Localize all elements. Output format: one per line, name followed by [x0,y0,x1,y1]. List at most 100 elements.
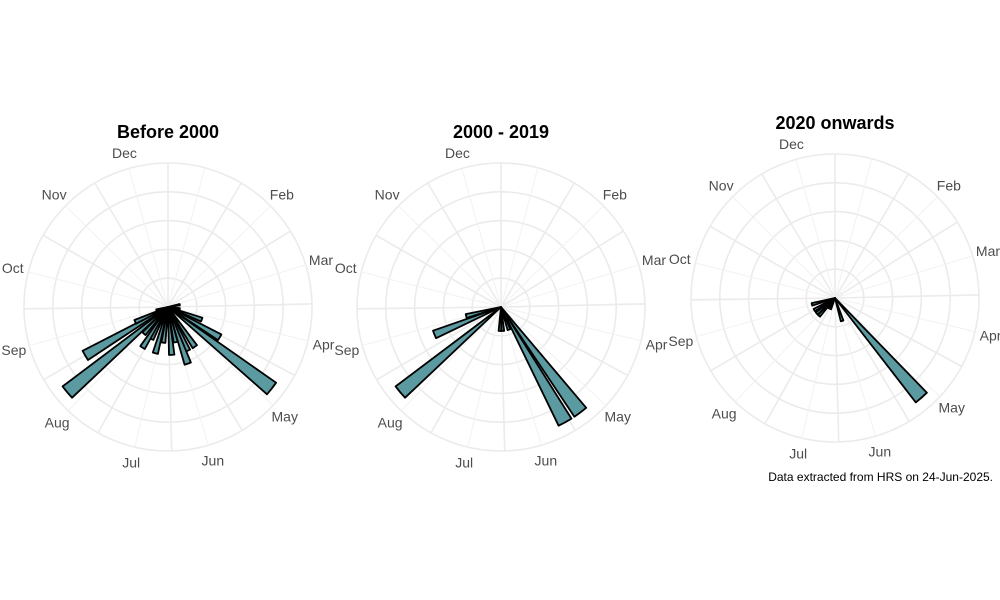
bar-4 [497,306,503,332]
month-label-dec: Dec [779,136,804,152]
month-label-oct: Oct [335,260,357,276]
bar-6 [812,297,836,313]
month-label-may: May [605,408,631,424]
bar-8 [167,306,179,344]
data-source-caption: Data extracted from HRS on 24-Jun-2025. [768,470,993,484]
grid-spoke [691,297,836,301]
grid-spoke [430,306,502,434]
grid-spoke [834,294,979,299]
month-label-jun: Jun [202,453,225,469]
bar-0 [500,306,588,418]
grid-spoke-minor [361,271,502,308]
bar-18 [155,306,169,312]
grid-spoke [94,182,169,308]
grid-spoke [834,297,840,442]
grid-spoke-minor [128,168,169,308]
grid-spoke [24,306,169,310]
grid-spoke-minor [500,264,639,308]
grid-spoke-minor [834,297,941,397]
bar-6 [432,306,502,340]
grid-spoke [834,173,909,299]
month-label-mar: Mar [642,252,666,268]
panel-title: 2020 onwards [775,113,894,133]
month-label-may: May [272,408,298,424]
month-label-feb: Feb [270,187,294,203]
month-label-apr: Apr [313,337,335,353]
month-label-aug: Aug [712,405,737,421]
grid-spoke-minor [500,306,607,406]
month-label-nov: Nov [709,178,734,194]
month-label-may: May [939,399,965,415]
grid-spoke [500,230,624,308]
grid-spoke [167,303,312,308]
grid-spoke [42,234,169,308]
month-label-jun: Jun [535,453,558,469]
grid-spoke-minor [461,168,502,308]
bar-15 [61,306,169,399]
month-label-nov: Nov [42,187,67,203]
month-label-nov: Nov [375,187,400,203]
bar-7 [167,306,192,366]
month-label-dec: Dec [112,145,137,161]
grid-spoke-minor [801,297,836,439]
month-label-sep: Sep [334,342,359,358]
bar-1 [834,297,845,323]
month-label-feb: Feb [603,187,627,203]
grid-spoke [500,303,645,308]
grid-spoke-minor [695,262,836,299]
grid-spoke-minor [834,196,938,299]
grid-spoke-minor [167,264,306,308]
bar-0 [834,297,928,404]
month-label-apr: Apr [980,328,1000,344]
grid-spoke [167,230,291,308]
bar-4 [167,306,277,396]
panel-2000-2019: 2000 - 2019 Dec Feb Mar Apr May Jun Jul Aug Sep O… [334,122,667,471]
bar-7 [810,297,836,307]
grid-spoke-minor [400,306,502,412]
grid-spoke [834,221,958,299]
bar-17 [133,306,169,325]
grid-spoke-minor [167,167,206,308]
grid-spoke-minor [834,297,976,333]
bar-16 [81,306,169,361]
month-label-mar: Mar [309,252,333,268]
grid-spoke-minor [167,205,271,308]
month-label-sep: Sep [1,342,26,358]
month-label-oct: Oct [2,260,24,276]
month-label-dec: Dec [445,145,470,161]
month-label-aug: Aug [45,414,70,430]
grid-spoke [357,306,502,310]
panel-title: Before 2000 [117,122,219,142]
grid-spoke-minor [500,167,539,308]
grid-spoke-minor [398,205,502,308]
month-label-oct: Oct [669,251,691,267]
grid-spoke [500,182,575,308]
grid-spoke-minor [795,159,836,299]
grid-spoke-minor [28,271,169,308]
grid-spoke [764,297,836,425]
panel-2020-onwards: 2020 onwards Dec Feb Mar Apr May Jun Jul Aug Sep… [668,113,1000,462]
bar-1 [500,306,573,427]
bar-7 [464,306,502,319]
grid-spoke-minor [467,306,502,448]
bar-5 [394,306,502,399]
month-label-jun: Jun [869,444,892,460]
grid-spoke-minor [732,196,836,299]
grid-spoke [167,182,242,308]
grid-spoke-minor [834,255,973,299]
bar-9 [167,306,176,356]
panel-before-2000: Before 2000 Dec Feb Mar Apr May Jun Jul Aug Sep O… [1,122,334,471]
month-label-feb: Feb [937,178,961,194]
grid-spoke [376,306,502,381]
grid-spoke-minor [500,205,604,308]
grid-spoke-minor [29,306,169,347]
grid-spoke-minor [167,306,309,342]
month-label-apr: Apr [646,337,668,353]
month-label-jul: Jul [122,455,140,471]
grid-spoke [709,225,836,299]
grid-spoke [834,297,910,422]
panel-title: 2000 - 2019 [453,122,549,142]
bar-2 [500,306,512,331]
bar-13 [139,306,169,350]
